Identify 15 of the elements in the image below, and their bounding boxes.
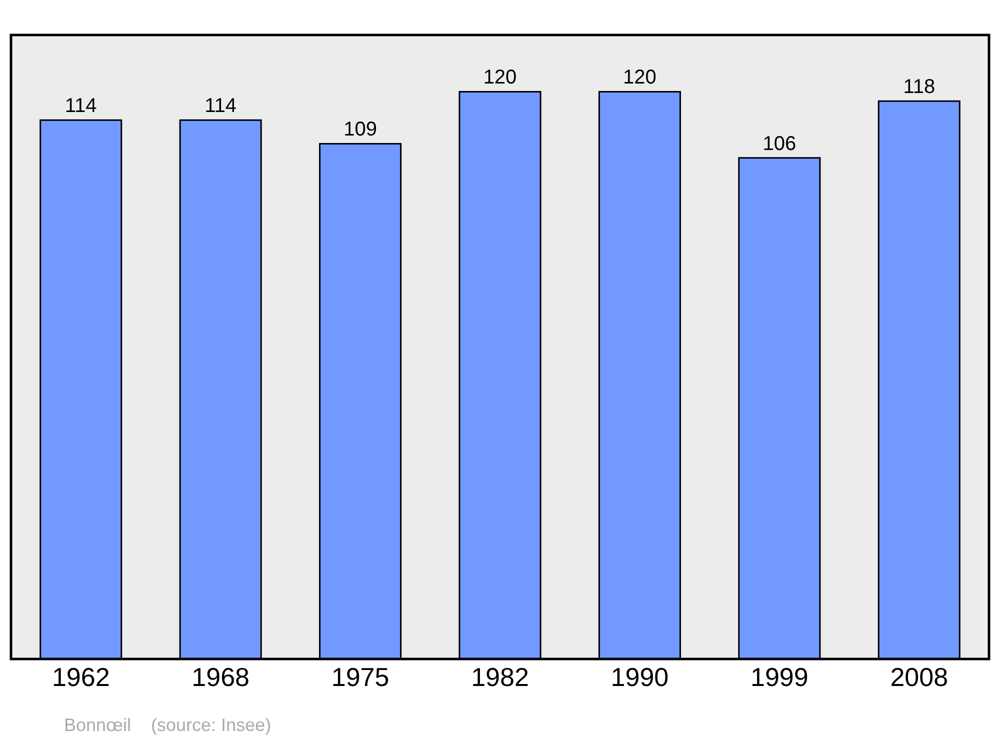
data-label: 109 xyxy=(344,118,377,141)
x-tick-label: 2008 xyxy=(890,662,948,692)
data-label: 114 xyxy=(204,95,237,118)
x-tick-label: 1999 xyxy=(750,662,808,692)
text: Bonnœil (source: Insee) xyxy=(64,715,272,735)
data-label: 106 xyxy=(762,132,796,155)
x-tick-label: 1975 xyxy=(331,662,390,692)
x-tick-label: 1990 xyxy=(610,662,669,692)
x-tick-label: 1968 xyxy=(192,662,250,692)
x-tick-label: 1982 xyxy=(471,662,529,692)
data-label: 120 xyxy=(483,66,517,89)
x-tick-label: 1962 xyxy=(52,662,110,692)
data-label: 120 xyxy=(623,66,656,89)
data-label: 114 xyxy=(64,95,97,118)
data-label: 118 xyxy=(903,76,936,98)
